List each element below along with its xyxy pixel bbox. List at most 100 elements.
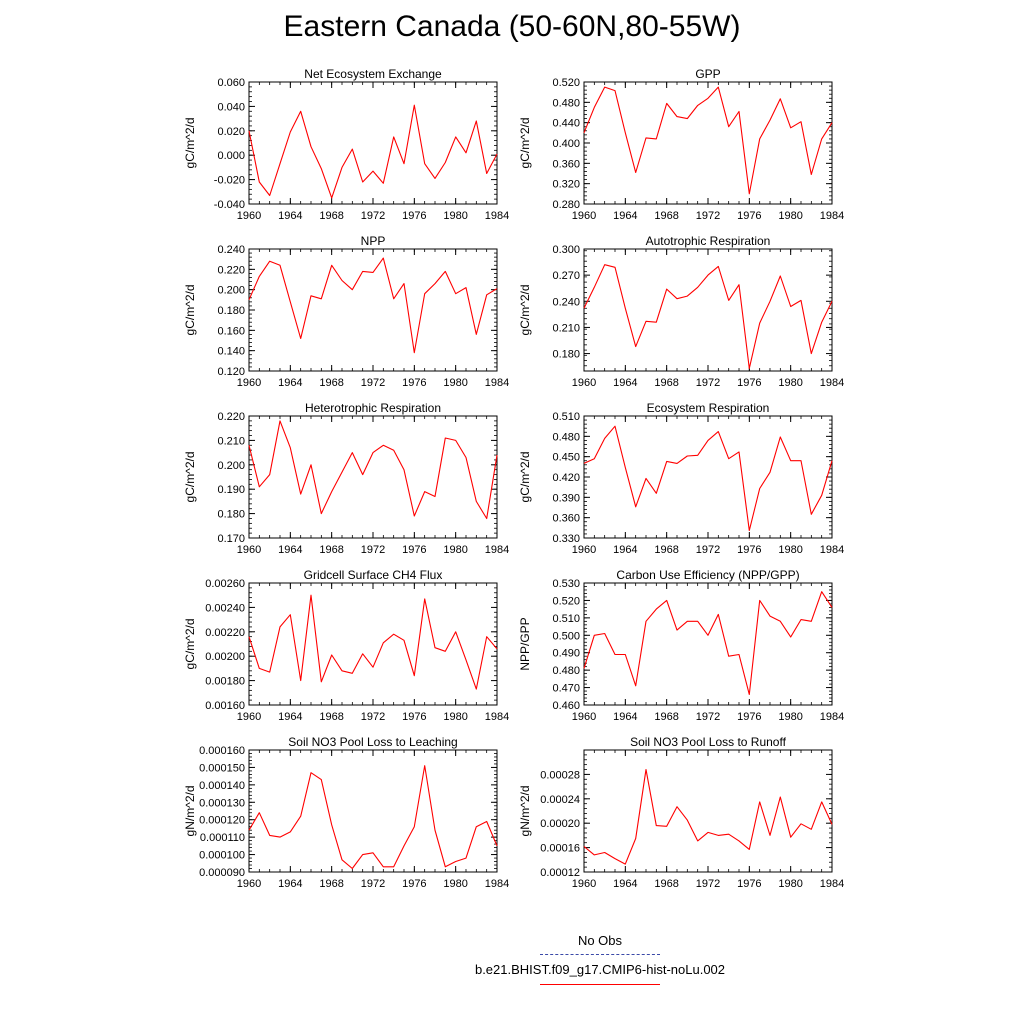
y-tick-label: 0.180 [552, 349, 580, 361]
y-tick-label: 0.040 [217, 101, 245, 113]
x-tick-label: 1984 [820, 210, 844, 222]
x-tick-label: 1984 [820, 878, 844, 890]
legend-case-label: b.e21.BHIST.f09_g17.CMIP6-hist-noLu.002 [474, 962, 726, 977]
x-tick-label: 1976 [737, 377, 761, 389]
y-tick-label: 0.490 [552, 648, 580, 660]
x-tick-label: 1964 [613, 711, 637, 723]
y-tick-label: 0.00260 [205, 578, 245, 590]
y-tick-label: 0.000160 [199, 745, 245, 757]
x-tick-label: 1980 [778, 711, 802, 723]
y-tick-label: 0.00028 [540, 769, 580, 781]
y-tick-label: 0.00020 [540, 818, 580, 830]
y-tick-label: 0.330 [552, 533, 580, 545]
x-tick-label: 1960 [237, 711, 261, 723]
x-tick-label: 1968 [654, 878, 678, 890]
x-tick-label: 1980 [778, 878, 802, 890]
x-tick-label: 1972 [696, 878, 720, 890]
x-tick-label: 1980 [778, 210, 802, 222]
plot-title: Gridcell Surface CH4 Flux [304, 568, 443, 582]
y-axis-label: gC/m^2/d [183, 452, 197, 503]
y-tick-label: 0.000150 [199, 762, 245, 774]
plot-title: NPP [361, 234, 386, 248]
x-tick-label: 1964 [613, 377, 637, 389]
x-tick-label: 1968 [654, 377, 678, 389]
plot-frame [583, 81, 833, 205]
x-tick-label: 1976 [402, 711, 426, 723]
y-tick-label: 0.000140 [199, 780, 245, 792]
x-tick-label: 1972 [696, 210, 720, 222]
x-tick-label: 1960 [572, 878, 596, 890]
y-tick-label: 0.500 [552, 630, 580, 642]
plot-title: Net Ecosystem Exchange [304, 67, 442, 81]
plot-title: Carbon Use Efficiency (NPP/GPP) [616, 568, 799, 582]
y-tick-label: 0.210 [217, 435, 245, 447]
x-tick-label: 1964 [278, 878, 302, 890]
y-tick-label: 0.320 [552, 179, 580, 191]
y-tick-label: 0.00160 [205, 700, 245, 712]
y-tick-label: 0.480 [552, 431, 580, 443]
series-line [248, 765, 498, 870]
x-tick-label: 1980 [443, 878, 467, 890]
plot-frame [248, 415, 498, 539]
y-tick-label: 0.00012 [540, 867, 580, 879]
y-tick-label: 0.000 [217, 150, 245, 162]
x-tick-label: 1972 [361, 878, 385, 890]
x-tick-label: 1976 [737, 544, 761, 556]
y-tick-label: 0.000100 [199, 850, 245, 862]
x-tick-label: 1960 [572, 377, 596, 389]
x-tick-label: 1980 [778, 544, 802, 556]
y-tick-label: 0.460 [552, 700, 580, 712]
plot-title: Soil NO3 Pool Loss to Leaching [288, 735, 457, 749]
x-tick-label: 1976 [737, 878, 761, 890]
plot-title: Ecosystem Respiration [647, 401, 770, 415]
x-tick-label: 1972 [361, 377, 385, 389]
y-axis-label: gC/m^2/d [183, 118, 197, 169]
y-tick-label: 0.510 [552, 613, 580, 625]
series-line [248, 104, 498, 199]
x-tick-label: 1972 [696, 711, 720, 723]
y-tick-label: 0.060 [217, 77, 245, 89]
x-tick-label: 1960 [237, 544, 261, 556]
y-tick-label: 0.200 [217, 285, 245, 297]
legend-case-line [540, 984, 660, 985]
y-tick-label: 0.520 [552, 595, 580, 607]
x-tick-label: 1960 [572, 210, 596, 222]
x-tick-label: 1984 [820, 711, 844, 723]
y-tick-label: 0.000120 [199, 815, 245, 827]
y-tick-label: -0.020 [214, 175, 245, 187]
x-tick-label: 1976 [402, 377, 426, 389]
y-tick-label: 0.440 [552, 118, 580, 130]
y-axis-label: gC/m^2/d [518, 285, 532, 336]
x-tick-label: 1968 [654, 210, 678, 222]
series-line [248, 594, 498, 690]
y-axis-label: gC/m^2/d [518, 118, 532, 169]
plot-frame [248, 248, 498, 372]
plot-title: Soil NO3 Pool Loss to Runoff [630, 735, 787, 749]
y-axis-label: gN/m^2/d [183, 786, 197, 837]
y-axis-label: gC/m^2/d [518, 452, 532, 503]
plot-title: GPP [695, 67, 720, 81]
y-tick-label: 0.200 [217, 460, 245, 472]
x-tick-label: 1976 [402, 210, 426, 222]
y-tick-label: 0.180 [217, 509, 245, 521]
y-tick-label: 0.300 [552, 244, 580, 256]
series-line [583, 768, 833, 865]
y-tick-label: 0.420 [552, 472, 580, 484]
series-line [583, 86, 833, 195]
plot-title: Heterotrophic Respiration [305, 401, 441, 415]
x-tick-label: 1964 [613, 878, 637, 890]
y-tick-label: 0.180 [217, 305, 245, 317]
y-axis-label: gC/m^2/d [183, 619, 197, 670]
x-tick-label: 1984 [485, 711, 509, 723]
y-tick-label: 0.280 [552, 199, 580, 211]
y-tick-label: 0.210 [552, 322, 580, 334]
y-tick-label: 0.020 [217, 126, 245, 138]
x-tick-label: 1964 [278, 544, 302, 556]
x-tick-label: 1968 [319, 377, 343, 389]
series-line [583, 264, 833, 369]
x-tick-label: 1964 [278, 377, 302, 389]
x-tick-label: 1976 [402, 544, 426, 556]
x-tick-label: 1984 [820, 544, 844, 556]
y-tick-label: 0.000130 [199, 797, 245, 809]
